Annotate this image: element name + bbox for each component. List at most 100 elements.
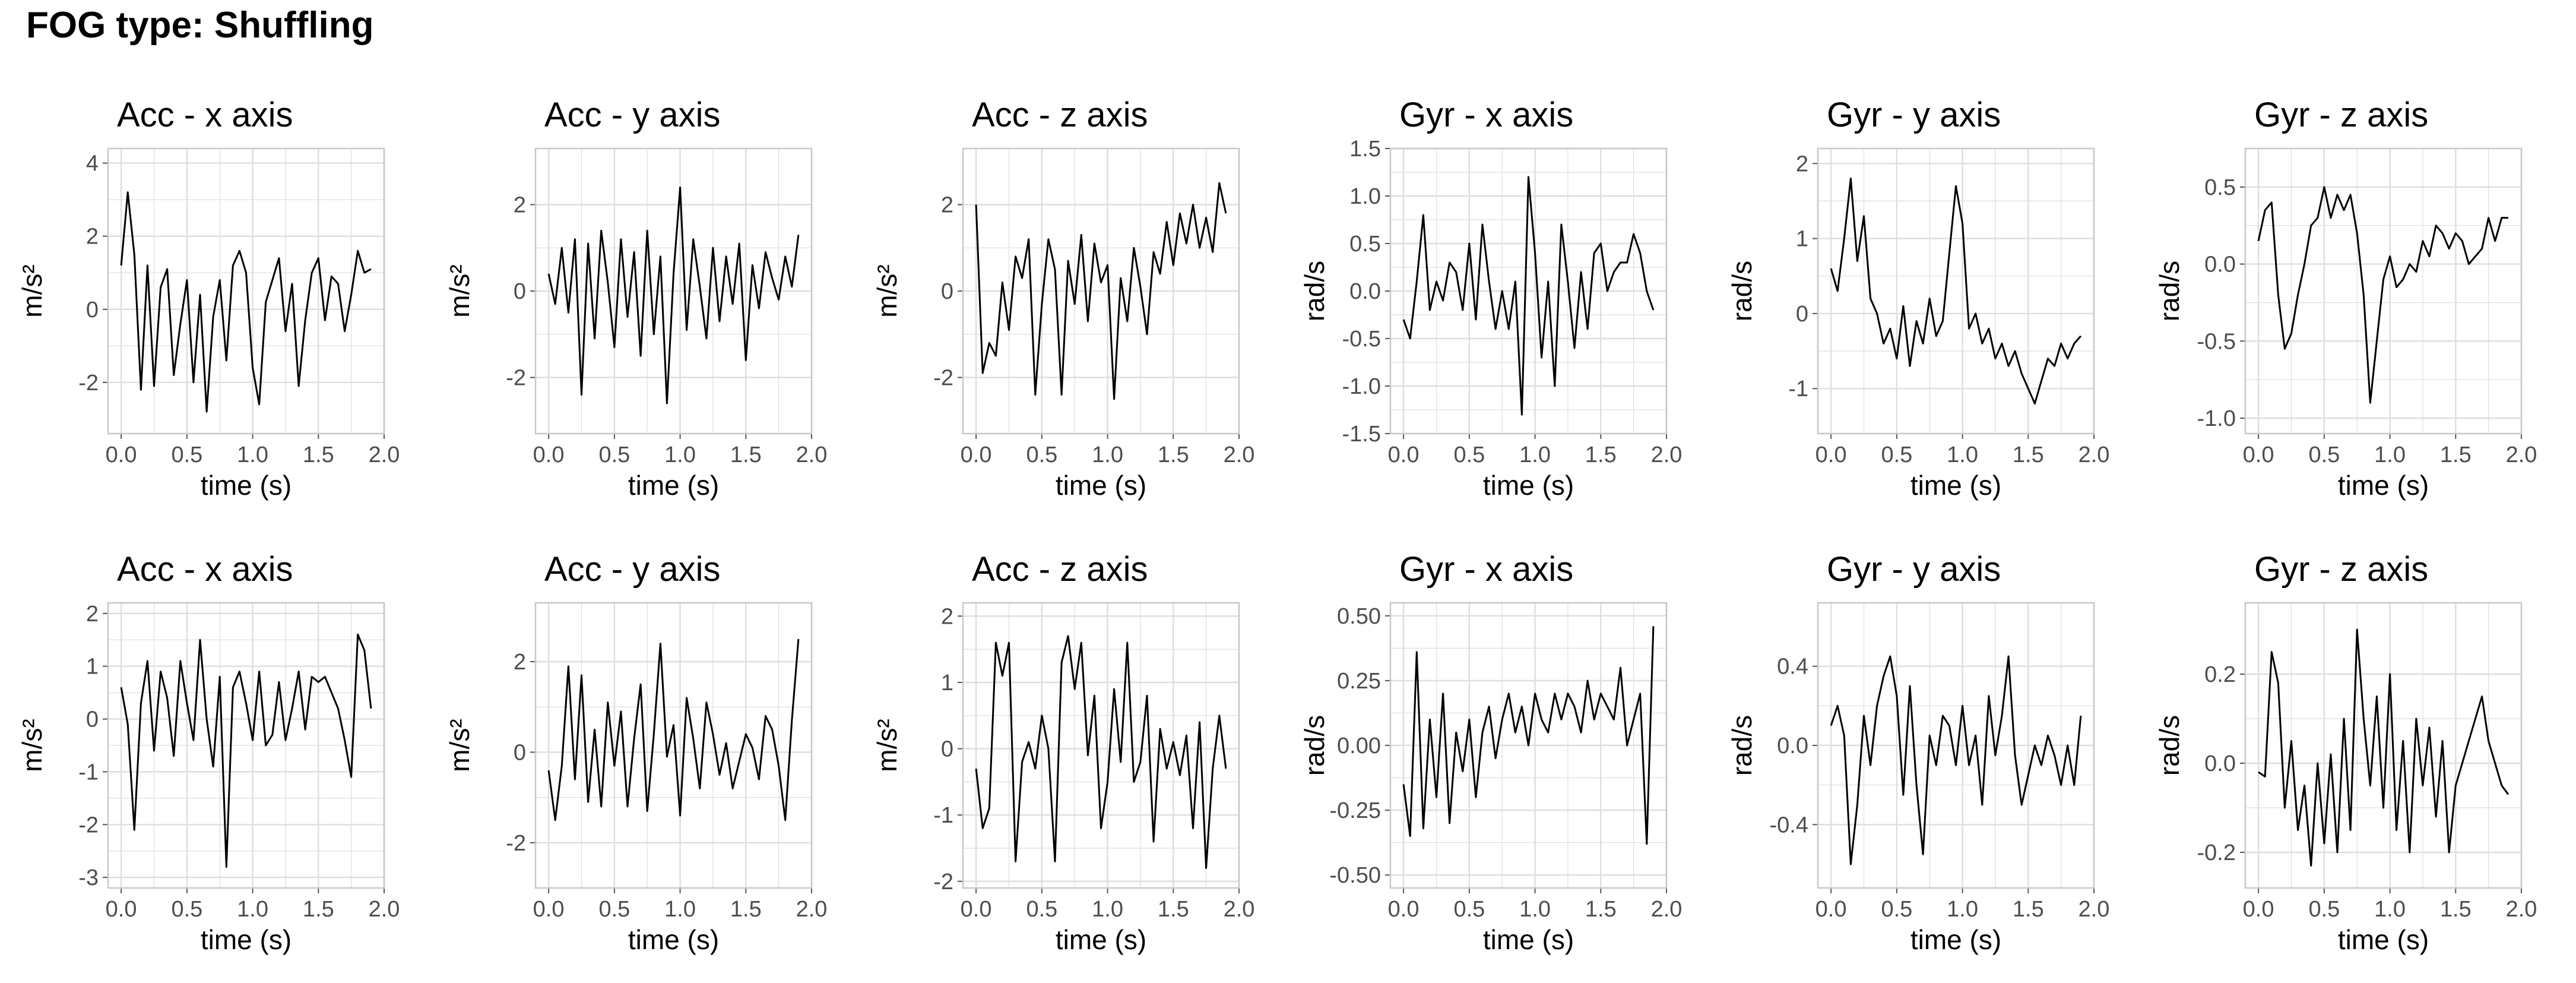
y-tick-label: 4 <box>86 151 99 176</box>
y-axis-label: m/s² <box>17 264 47 317</box>
chart-panel-10: 0.0 0.5 1.0 1.5 2.0 -0.50 -0.25 0.00 0.25 0.50 Gyr… <box>1299 550 1682 955</box>
chart-panel-8: 0.0 0.5 1.0 1.5 2.0 -2 0 2 Acc - y axis time (s) m… <box>444 550 827 955</box>
y-tick-label: 0.50 <box>1337 604 1381 629</box>
chart-panel-6: 0.0 0.5 1.0 1.5 2.0 -1.0 -0.5 0.0 0.5 Gyr - z axi… <box>2154 96 2537 501</box>
x-tick-label: 0.0 <box>961 442 992 467</box>
x-tick-label: 1.0 <box>237 442 268 467</box>
y-tick-label: 0.2 <box>2204 662 2236 687</box>
y-tick-label: 1 <box>86 655 99 679</box>
x-tick-label: 0.5 <box>171 442 202 467</box>
y-tick-label: 0 <box>941 279 953 304</box>
x-tick-label: 1.5 <box>2013 442 2044 467</box>
y-tick-label: -1 <box>78 760 99 785</box>
x-tick-label: 0.0 <box>2243 442 2274 467</box>
x-tick-label: 1.5 <box>1158 897 1189 922</box>
series-line <box>2258 628 2510 867</box>
chart-panel-12: 0.0 0.5 1.0 1.5 2.0 -0.2 0.0 0.2 Gyr - z axis tim… <box>2154 550 2537 955</box>
x-tick-label: 0.5 <box>1881 442 1912 467</box>
x-tick-label: 0.0 <box>533 442 565 467</box>
y-tick-label: 1.0 <box>1349 184 1381 209</box>
panel-border <box>107 147 385 435</box>
y-tick-label: 0.00 <box>1337 734 1381 758</box>
x-tick-label: 0.0 <box>533 897 565 922</box>
panel-border <box>1389 147 1668 435</box>
panel-border <box>962 602 1240 889</box>
x-tick-label: 1.0 <box>664 442 696 467</box>
x-tick-label: 1.5 <box>730 442 762 467</box>
y-axis-label: rad/s <box>1726 715 1757 776</box>
x-tick-label: 2.0 <box>2078 442 2110 467</box>
panel-border <box>1817 602 2095 889</box>
y-tick-label: -3 <box>78 865 99 890</box>
y-tick-label: 2 <box>941 193 953 218</box>
y-tick-label: 2 <box>86 602 99 627</box>
panel-background <box>2245 603 2521 888</box>
panel-border <box>2244 602 2523 889</box>
panel-title: Acc - x axis <box>117 96 293 134</box>
series-line <box>120 633 372 868</box>
x-tick-label: 0.5 <box>171 897 202 922</box>
panel-title: Acc - z axis <box>972 550 1148 589</box>
y-tick-label: -0.25 <box>1329 798 1381 823</box>
panel-border <box>107 602 385 889</box>
x-tick-label: 0.0 <box>106 442 137 467</box>
y-tick-label: -2 <box>506 366 526 391</box>
x-tick-label: 0.5 <box>1026 442 1057 467</box>
y-tick-label: 0.0 <box>2204 751 2236 776</box>
y-tick-label: -2 <box>933 366 953 391</box>
x-axis-label: time (s) <box>1483 470 1574 501</box>
x-axis-label: time (s) <box>1483 924 1574 955</box>
chart-panel-3: 0.0 0.5 1.0 1.5 2.0 -2 0 2 Acc - z axis time (s) m… <box>872 96 1254 501</box>
y-tick-label: -1.0 <box>1342 374 1381 399</box>
y-axis-label: m/s² <box>17 719 47 772</box>
y-tick-label: -1.0 <box>2197 406 2236 431</box>
panel-title: Acc - z axis <box>972 96 1148 134</box>
x-tick-label: 0.0 <box>961 897 992 922</box>
y-tick-label: 0 <box>514 740 526 765</box>
x-tick-label: 1.0 <box>2374 442 2406 467</box>
x-axis-label: time (s) <box>1910 470 2001 501</box>
y-axis-label: m/s² <box>872 264 902 317</box>
panel-border <box>1817 147 2095 435</box>
x-tick-label: 0.5 <box>1881 897 1912 922</box>
x-tick-label: 1.0 <box>2374 897 2406 922</box>
y-tick-label: 2 <box>941 604 953 629</box>
y-tick-label: 2 <box>514 193 526 218</box>
x-tick-label: 2.0 <box>369 897 400 922</box>
y-tick-label: 0.5 <box>2204 175 2236 200</box>
y-tick-label: -0.50 <box>1329 863 1381 888</box>
y-tick-label: 0.25 <box>1337 669 1381 694</box>
y-tick-label: 0.0 <box>2204 252 2236 277</box>
series-line <box>1830 655 2082 865</box>
x-tick-label: 1.0 <box>1519 442 1551 467</box>
chart-panel-1: 0.0 0.5 1.0 1.5 2.0 -2 0 2 4 Acc - x axis time (s)… <box>17 96 400 501</box>
x-tick-label: 0.0 <box>2243 897 2274 922</box>
x-tick-label: 2.0 <box>1224 442 1255 467</box>
x-axis-label: time (s) <box>628 924 719 955</box>
chart-panel-11: 0.0 0.5 1.0 1.5 2.0 -0.4 0.0 0.4 Gyr - y axis tim… <box>1726 550 2109 955</box>
y-axis-label: m/s² <box>444 264 475 317</box>
y-tick-label: 0.0 <box>1777 734 1808 758</box>
x-tick-label: 0.0 <box>1388 897 1420 922</box>
x-tick-label: 2.0 <box>796 897 828 922</box>
x-tick-label: 0.0 <box>106 897 137 922</box>
x-tick-label: 0.5 <box>598 897 630 922</box>
x-tick-label: 1.5 <box>2440 442 2472 467</box>
x-tick-label: 2.0 <box>1651 442 1683 467</box>
panel-title: Acc - x axis <box>117 550 293 589</box>
x-tick-label: 1.0 <box>1947 897 1978 922</box>
x-tick-label: 1.5 <box>303 897 334 922</box>
series-line <box>547 639 800 821</box>
chart-panel-5: 0.0 0.5 1.0 1.5 2.0 -1 0 1 2 Gyr - y axis time (s)… <box>1726 96 2109 501</box>
y-tick-label: -0.4 <box>1770 813 1808 837</box>
page-title: FOG type: Shuffling <box>26 5 374 46</box>
x-tick-label: 2.0 <box>1224 897 1255 922</box>
y-tick-label: 0.4 <box>1777 655 1808 679</box>
x-tick-label: 2.0 <box>796 442 828 467</box>
x-axis-label: time (s) <box>1910 924 2001 955</box>
x-tick-label: 2.0 <box>2506 442 2537 467</box>
x-tick-label: 1.5 <box>1585 897 1617 922</box>
chart-panel-7: 0.0 0.5 1.0 1.5 2.0 -3 -2 -1 0 1 2 Acc - x axis time… <box>17 550 400 955</box>
series-line <box>975 182 1227 400</box>
series-line <box>1402 176 1655 416</box>
